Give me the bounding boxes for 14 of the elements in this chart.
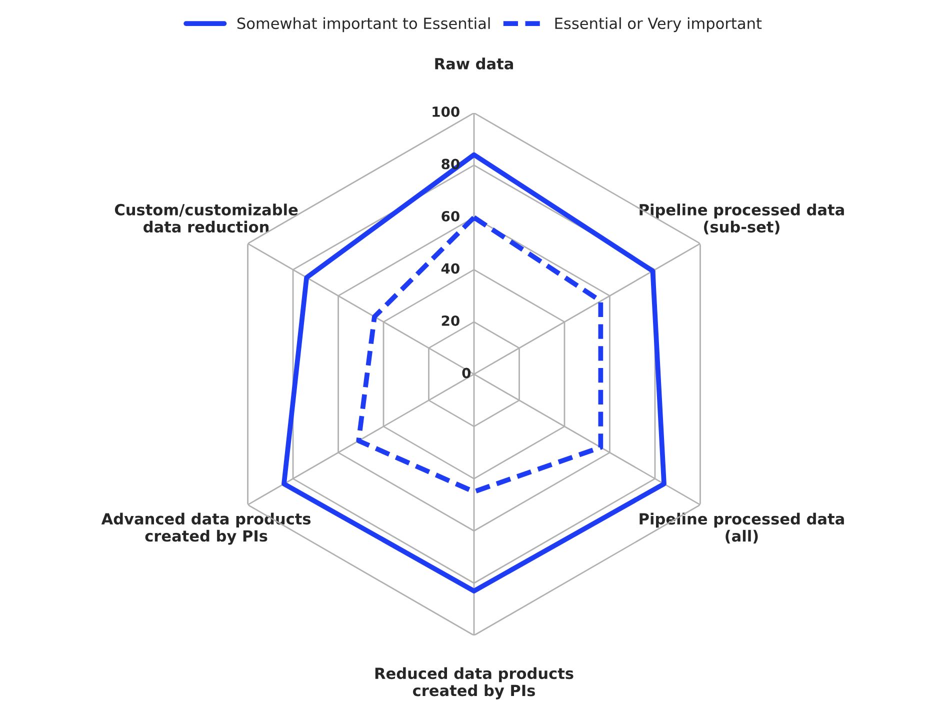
spoke-label: Pipeline processed data (sub-set) bbox=[640, 204, 844, 234]
spoke-label: Pipeline processed data (all) bbox=[640, 512, 844, 544]
legend-label: Somewhat important to Essential bbox=[237, 17, 490, 32]
y-tick-label: 80 bbox=[442, 158, 460, 170]
y-tick-label: 60 bbox=[442, 210, 460, 222]
y-tick-label: 100 bbox=[432, 106, 460, 117]
y-tick-label: 20 bbox=[442, 315, 460, 326]
spoke-label: Advanced data products created by PIs bbox=[101, 512, 311, 545]
spoke-label: Raw data bbox=[435, 58, 513, 70]
legend-label: Essential or Very important bbox=[555, 17, 762, 32]
spoke-label: Custom/customizable data reduction bbox=[114, 204, 298, 233]
spoke-label: Reduced data products created by PIs bbox=[375, 667, 574, 700]
y-tick-label: 0 bbox=[462, 368, 471, 378]
y-tick-label: 40 bbox=[441, 263, 460, 274]
